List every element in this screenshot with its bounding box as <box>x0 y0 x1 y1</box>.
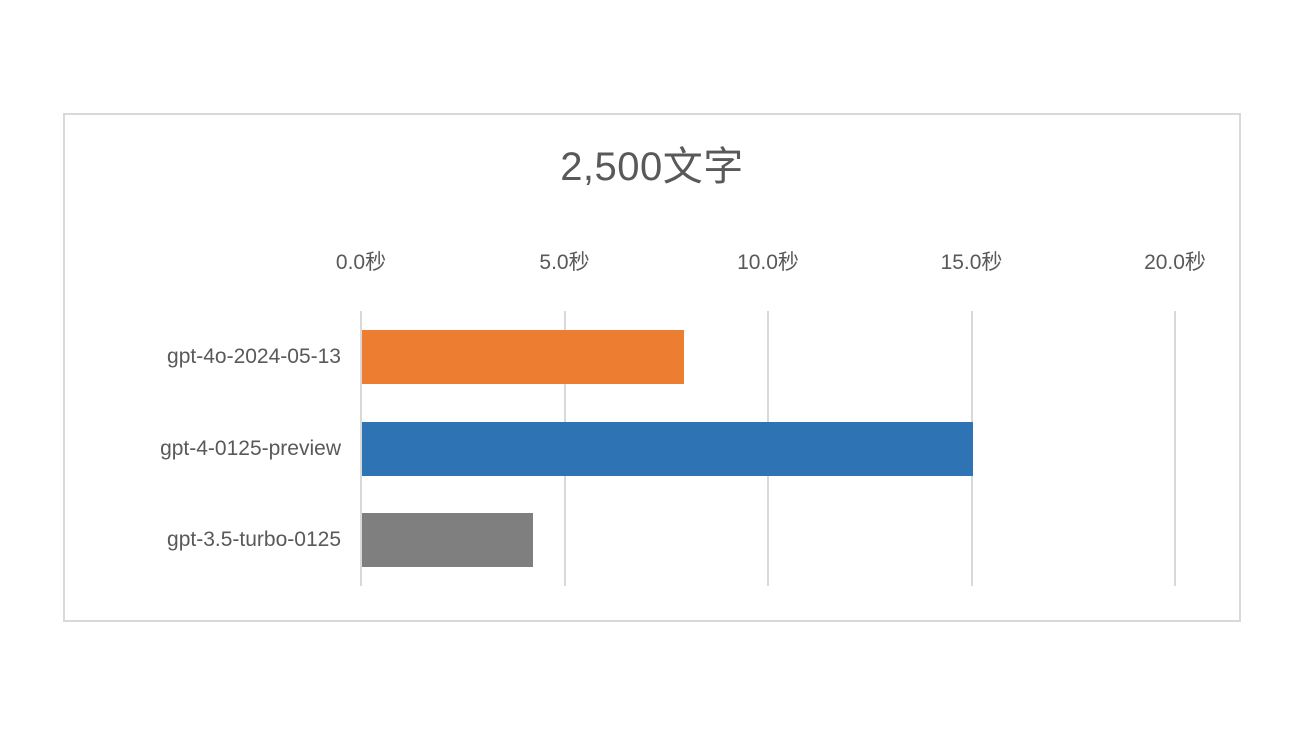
x-axis-tick-row: 0.0秒 5.0秒 10.0秒 15.0秒 20.0秒 <box>336 247 1206 279</box>
category-label-gpt-4-0125-preview: gpt-4-0125-preview <box>160 436 341 460</box>
bar-gpt-4o-2024-05-13 <box>362 329 684 384</box>
x-tick-label-20: 20.0秒 <box>1144 251 1206 274</box>
x-tick-label-5: 5.0秒 <box>539 251 590 274</box>
chart-frame: 2,500文字 0.0秒 5.0秒 10.0秒 15.0秒 20.0秒 gpt-… <box>63 113 1241 622</box>
chart-title: 2,500文字 <box>560 145 744 189</box>
x-tick-label-15: 15.0秒 <box>940 251 1003 274</box>
category-label-gpt-3.5-turbo-0125: gpt-3.5-turbo-0125 <box>167 528 341 552</box>
x-tick-label-0: 0.0秒 <box>335 251 387 274</box>
gridline-0 <box>360 311 362 586</box>
x-tick-label-10: 10.0秒 <box>737 251 799 274</box>
gridline-20 <box>1174 311 1176 586</box>
bar-gpt-3.5-turbo-0125 <box>362 513 533 568</box>
category-label-gpt-4o-2024-05-13: gpt-4o-2024-05-13 <box>167 344 341 368</box>
plot-area <box>360 311 1176 586</box>
y-axis-category-labels: gpt-4o-2024-05-13 gpt-4-0125-preview gpt-3… <box>65 311 341 586</box>
bar-gpt-4-0125-preview <box>362 421 973 476</box>
